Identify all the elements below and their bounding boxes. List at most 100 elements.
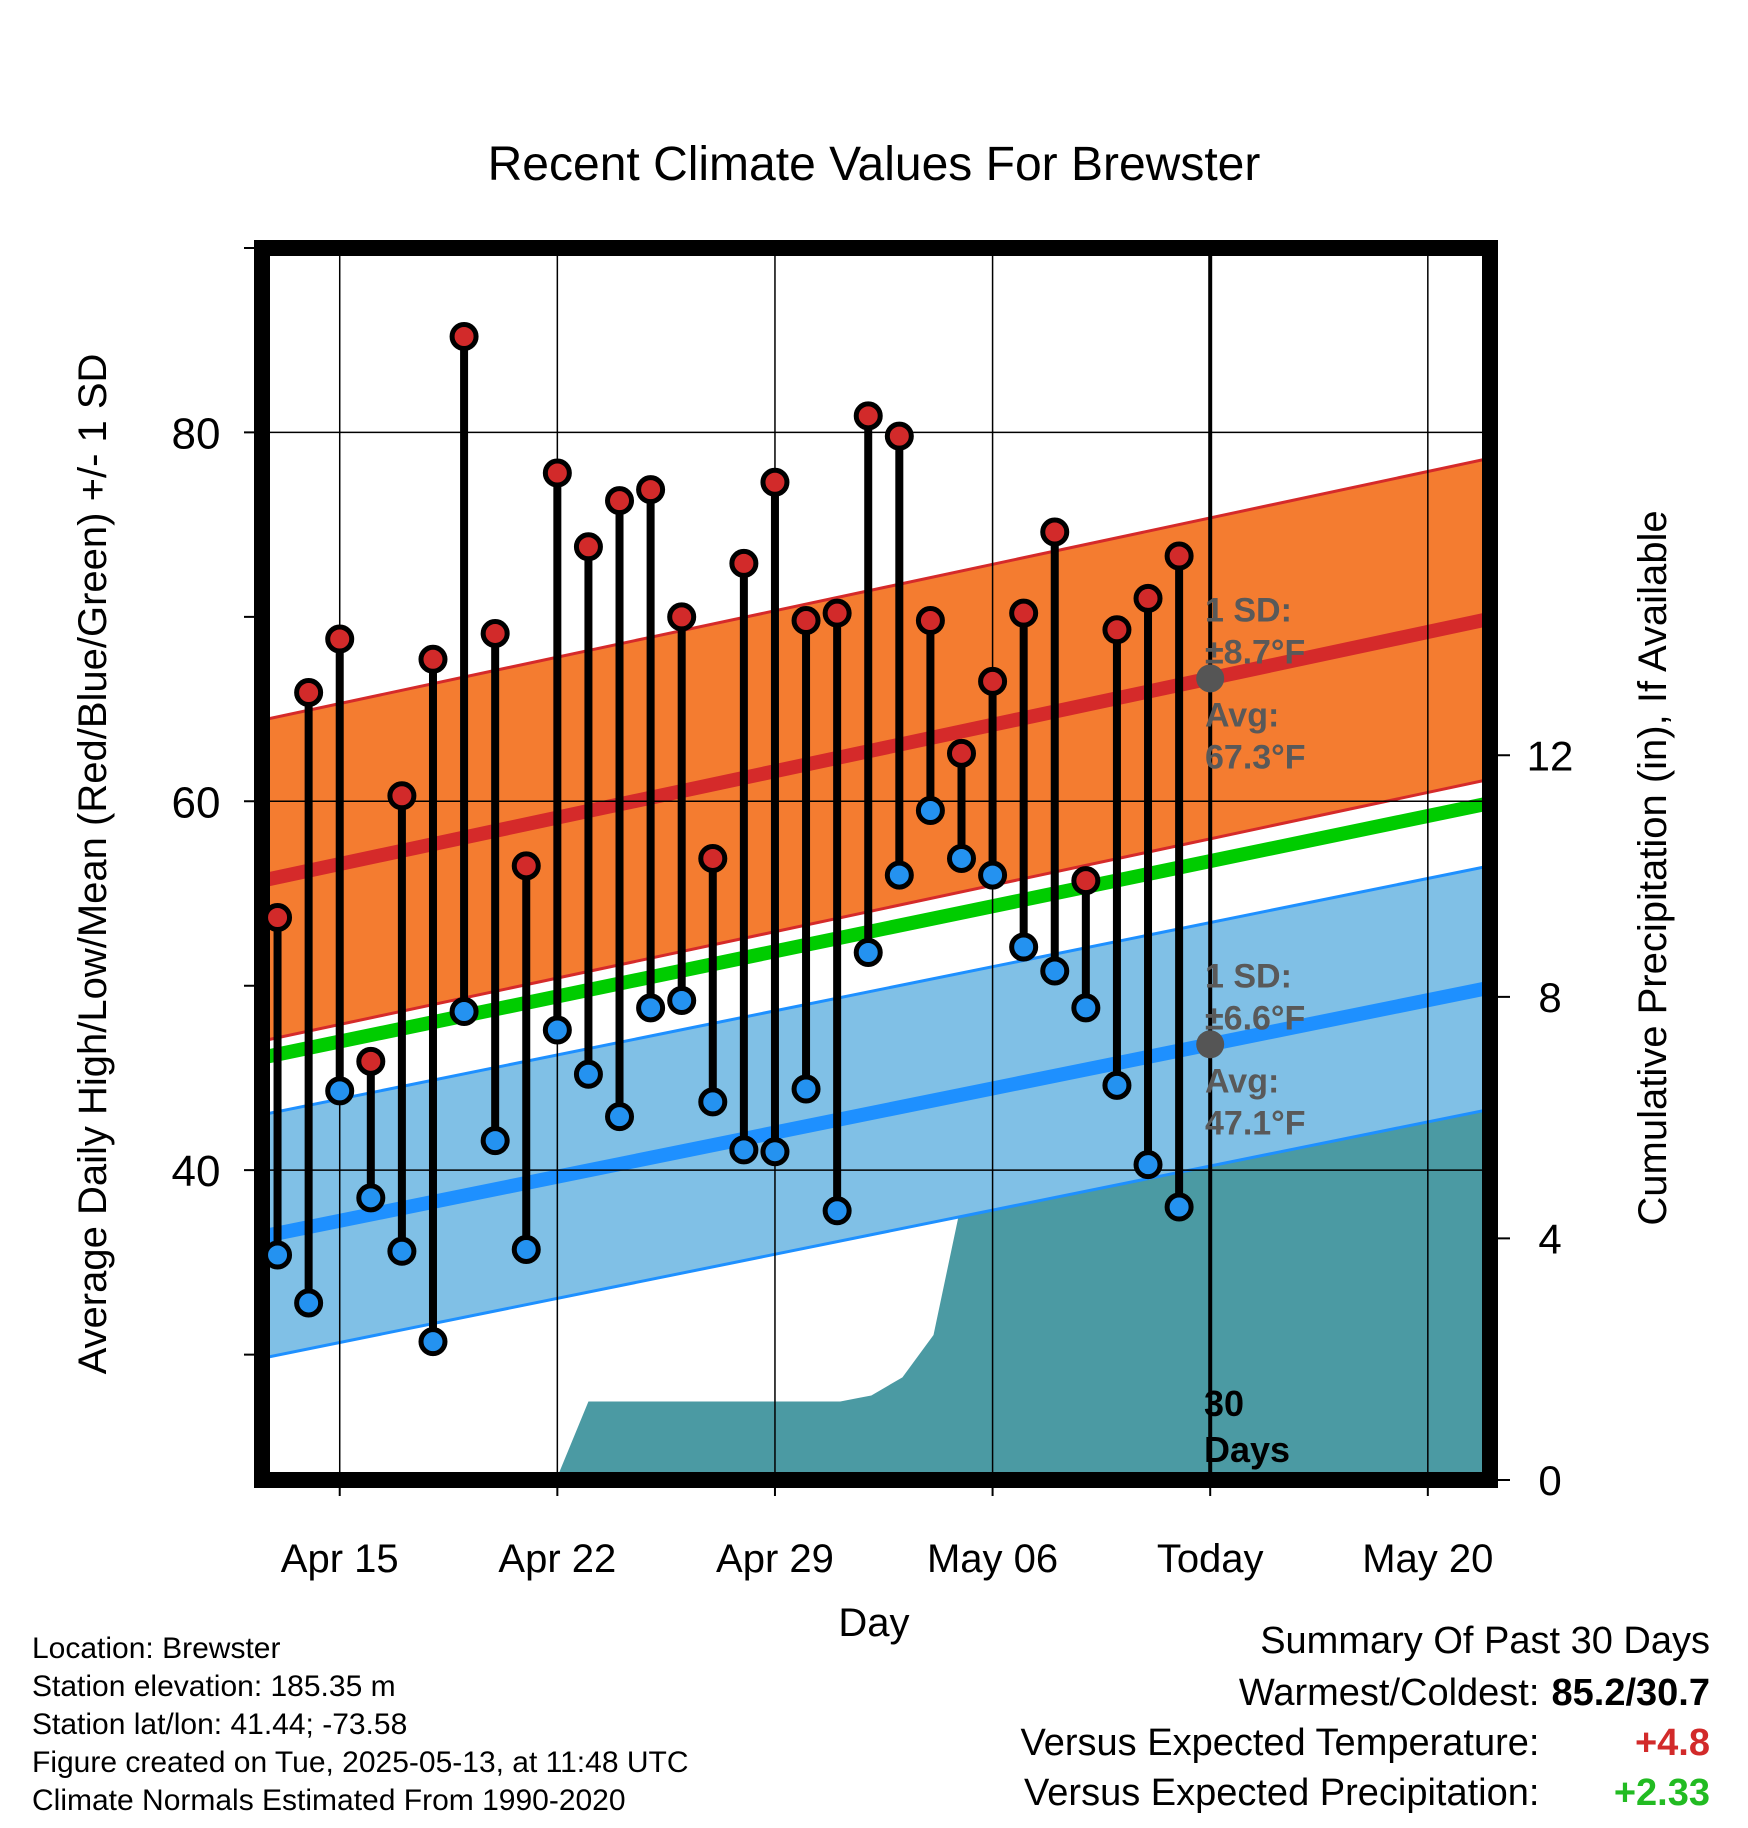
y2-tick-label: 0 — [1538, 1457, 1561, 1504]
x-tick-label: Today — [1157, 1537, 1264, 1581]
daily-high-point — [294, 677, 324, 707]
normal-low-line — [262, 980, 1490, 1244]
daily-low-point — [605, 1102, 635, 1132]
high-avg-label: Avg: — [1205, 696, 1279, 734]
low-sd-value: ±6.6°F — [1205, 999, 1305, 1037]
chart-title: Recent Climate Values For Brewster — [488, 138, 1261, 191]
daily-low-point — [542, 1015, 572, 1045]
summary-temp-row: Versus Expected Temperature: +4.8 — [1021, 1722, 1710, 1765]
daily-high-point — [1009, 598, 1039, 628]
high-sd-label: 1 SD: — [1205, 591, 1292, 629]
y2-tick-label: 4 — [1538, 1215, 1561, 1262]
y-tick-label: 80 — [172, 409, 221, 458]
low-avg-value: 47.1°F — [1205, 1104, 1306, 1142]
daily-high-point — [636, 475, 666, 505]
summary-precip-label: Versus Expected Precipitation: — [1024, 1772, 1540, 1814]
y-tick-label: 40 — [172, 1147, 221, 1196]
daily-low-point — [387, 1236, 417, 1266]
daily-low-point — [294, 1288, 324, 1318]
daily-high-point — [853, 401, 883, 431]
daily-low-point — [1071, 993, 1101, 1023]
daily-high-point — [263, 902, 293, 932]
daily-high-point — [1071, 866, 1101, 896]
summary-title: Summary Of Past 30 Days — [1260, 1620, 1710, 1662]
footer-normals: Climate Normals Estimated From 1990-2020 — [32, 1784, 626, 1817]
y-axis-label: Average Daily High/Low/Mean (Red/Blue/Gr… — [71, 354, 115, 1375]
daily-high-point — [356, 1046, 386, 1076]
summary-warmest-row: Warmest/Coldest: 85.2/30.7 — [1239, 1672, 1710, 1715]
summary-temp-value: +4.8 — [1634, 1722, 1710, 1764]
x-tick-label: May 06 — [927, 1537, 1058, 1581]
today-window-label-line2: Days — [1204, 1429, 1290, 1470]
daily-low-point — [1164, 1192, 1194, 1222]
low-lower-edge — [262, 1107, 1490, 1360]
daily-high-point — [978, 666, 1008, 696]
daily-low-point — [667, 985, 697, 1015]
precip-area — [556, 1087, 1490, 1480]
summary-temp-label: Versus Expected Temperature: — [1020, 1722, 1540, 1764]
daily-low-point — [915, 796, 945, 826]
daily-high-point — [1040, 517, 1070, 547]
daily-low-point — [946, 843, 976, 873]
daily-low-point — [511, 1234, 541, 1264]
y2-axis-label: Cumulative Precipitation (in), If Availa… — [1631, 510, 1675, 1225]
today-normal-low-point — [1196, 1030, 1225, 1059]
daily-high-point — [760, 467, 790, 497]
daily-high-point — [884, 421, 914, 451]
x-tick-label: Apr 15 — [281, 1537, 399, 1581]
daily-high-point — [449, 322, 479, 352]
daily-high-point — [946, 738, 976, 768]
summary-warmest-value: 85.2/30.7 — [1551, 1672, 1710, 1714]
daily-low-point — [853, 938, 883, 968]
daily-low-point — [791, 1074, 821, 1104]
low-upper-edge — [262, 864, 1490, 1117]
daily-high-point — [698, 843, 728, 873]
daily-low-point — [1133, 1150, 1163, 1180]
daily-low-point — [325, 1076, 355, 1106]
daily-high-point — [822, 598, 852, 628]
daily-low-point — [1102, 1070, 1132, 1100]
y2-tick-label: 8 — [1538, 974, 1561, 1021]
summary-warmest-label: Warmest/Coldest: — [1238, 1672, 1540, 1714]
footer-latlon: Station lat/lon: 41.44; -73.58 — [32, 1708, 408, 1741]
x-axis-label: Day — [838, 1601, 909, 1645]
daily-high-point — [1133, 583, 1163, 613]
footer-created: Figure created on Tue, 2025-05-13, at 11… — [32, 1746, 689, 1779]
y-tick-label: 60 — [172, 778, 221, 827]
daily-low-point — [698, 1087, 728, 1117]
summary-precip-value: +2.33 — [1613, 1772, 1710, 1814]
daily-low-point — [418, 1327, 448, 1357]
daily-high-point — [1164, 541, 1194, 571]
daily-high-point — [387, 781, 417, 811]
today-window-label-line1: 30 — [1204, 1383, 1244, 1424]
low-sd-label: 1 SD: — [1205, 957, 1292, 995]
daily-high-point — [729, 548, 759, 578]
today-normal-high-point — [1196, 664, 1225, 693]
daily-low-point — [978, 860, 1008, 890]
daily-high-point — [418, 644, 448, 674]
daily-high-point — [915, 606, 945, 636]
daily-low-point — [1040, 956, 1070, 986]
x-tick-label: Apr 22 — [498, 1537, 616, 1581]
plot-frame — [254, 240, 1498, 1488]
daily-high-point — [605, 486, 635, 516]
footer-elevation: Station elevation: 185.35 m — [32, 1670, 396, 1703]
x-tick-label: May 20 — [1362, 1537, 1493, 1581]
daily-low-point — [573, 1059, 603, 1089]
y2-tick-label: 12 — [1527, 732, 1574, 779]
daily-low-point — [760, 1137, 790, 1167]
daily-low-point — [480, 1126, 510, 1156]
x-tick-label: Apr 29 — [716, 1537, 834, 1581]
daily-low-point — [822, 1196, 852, 1226]
footer-location: Location: Brewster — [32, 1632, 281, 1665]
daily-high-point — [573, 532, 603, 562]
daily-low-point — [449, 997, 479, 1027]
high-avg-value: 67.3°F — [1205, 738, 1306, 776]
daily-high-point — [480, 618, 510, 648]
daily-high-point — [667, 602, 697, 632]
daily-high-point — [542, 458, 572, 488]
daily-high-point — [325, 624, 355, 654]
daily-low-point — [1009, 932, 1039, 962]
daily-high-point — [791, 606, 821, 636]
